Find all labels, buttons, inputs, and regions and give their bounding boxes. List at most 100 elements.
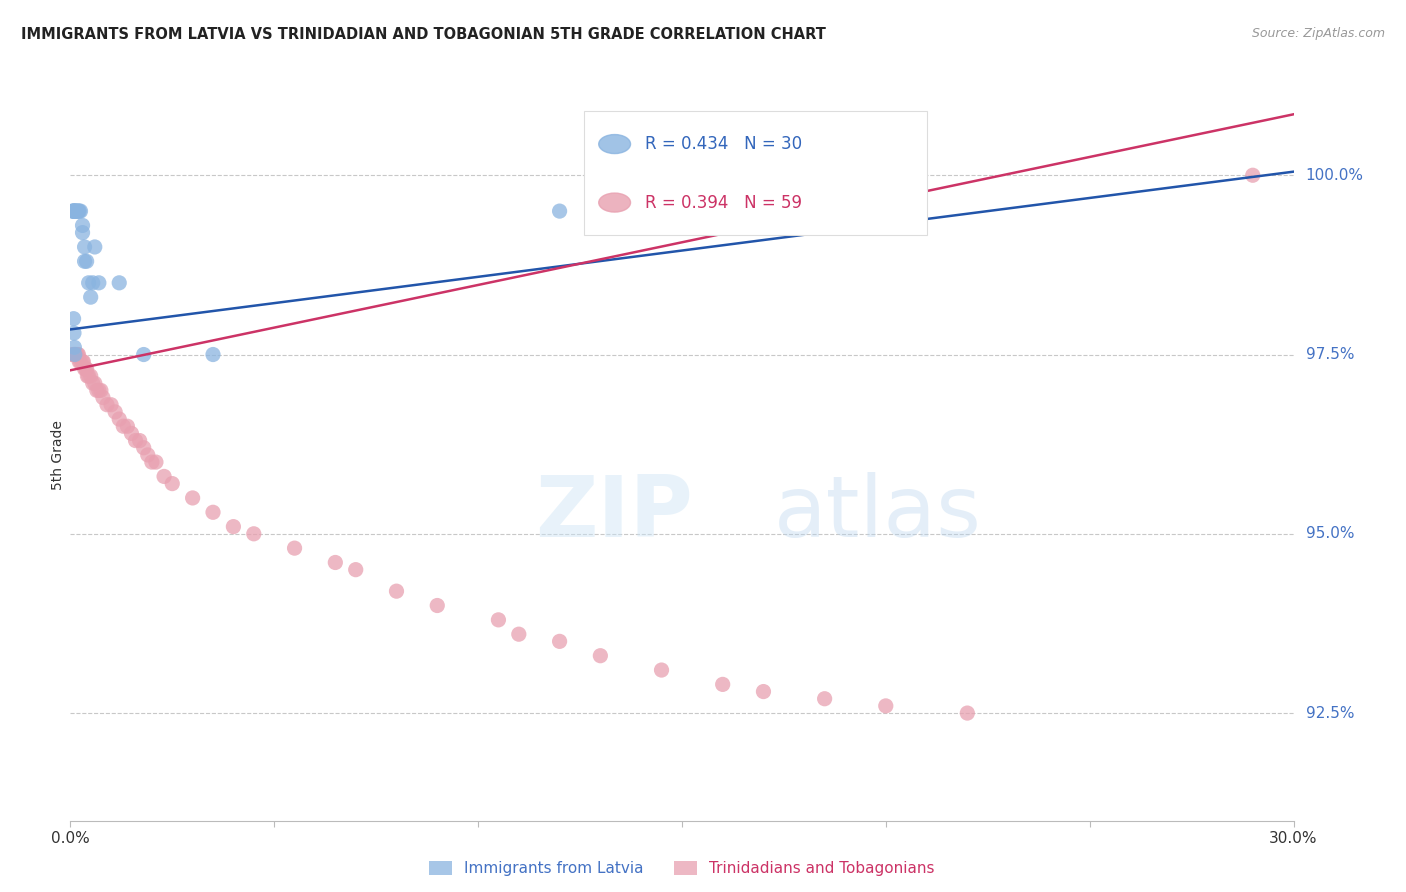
Text: IMMIGRANTS FROM LATVIA VS TRINIDADIAN AND TOBAGONIAN 5TH GRADE CORRELATION CHART: IMMIGRANTS FROM LATVIA VS TRINIDADIAN AN… (21, 27, 825, 42)
Point (63, 204, 86, 219)
Point (66, 204, 89, 219)
Point (956, 706, 979, 720)
Point (87, 276, 110, 290)
Point (65, 204, 87, 219)
Point (344, 563, 367, 577)
Point (141, 455, 163, 469)
Point (104, 405, 127, 419)
FancyBboxPatch shape (583, 112, 927, 235)
Point (72, 219, 94, 233)
Point (63, 204, 86, 219)
Point (875, 698, 897, 713)
Point (548, 634, 571, 648)
Point (91, 391, 114, 405)
Point (77, 369, 100, 384)
Text: R = 0.394   N = 59: R = 0.394 N = 59 (645, 194, 803, 211)
Point (108, 412, 131, 426)
Point (63, 347, 86, 361)
Text: 92.5%: 92.5% (1306, 706, 1354, 721)
Point (90, 384, 112, 398)
Point (63, 347, 86, 361)
Point (323, 556, 347, 570)
Point (96, 398, 118, 412)
Point (121, 426, 143, 441)
Point (181, 491, 204, 505)
Point (67, 204, 90, 219)
Point (63, 326, 86, 340)
Point (69, 204, 91, 219)
Circle shape (599, 193, 630, 212)
Point (65, 347, 87, 361)
Point (82, 276, 104, 290)
Point (73, 254, 96, 268)
Point (385, 584, 408, 599)
Point (426, 599, 449, 613)
Point (117, 419, 139, 434)
Point (87, 384, 110, 398)
Point (72, 354, 94, 368)
Point (79, 290, 103, 304)
Point (86, 384, 108, 398)
Point (72, 354, 94, 368)
Circle shape (599, 135, 630, 153)
Point (60, 204, 83, 219)
Point (62, 347, 84, 361)
Point (548, 204, 571, 219)
Point (82, 376, 104, 391)
Point (83, 240, 105, 254)
Point (77, 276, 100, 290)
Text: ZIP: ZIP (536, 472, 693, 555)
Point (711, 677, 734, 691)
Point (69, 354, 91, 368)
Point (508, 627, 530, 641)
Point (75, 362, 97, 376)
Point (76, 369, 98, 384)
Point (65, 204, 87, 219)
Point (222, 519, 245, 533)
Text: 95.0%: 95.0% (1306, 526, 1354, 541)
Point (162, 476, 183, 491)
Point (752, 684, 775, 698)
Text: 97.5%: 97.5% (1306, 347, 1354, 362)
Point (243, 526, 266, 541)
Point (202, 505, 225, 519)
Point (73, 240, 96, 254)
Point (60, 347, 83, 361)
Point (67, 347, 90, 361)
Point (67, 204, 90, 219)
Point (650, 663, 672, 677)
Point (488, 613, 510, 627)
Point (153, 469, 176, 483)
Point (83, 376, 105, 391)
Point (145, 455, 167, 469)
Point (100, 398, 122, 412)
Point (1241, 168, 1264, 182)
Text: 100.0%: 100.0% (1306, 168, 1364, 183)
Point (63, 204, 86, 219)
Point (62, 311, 84, 326)
Point (62, 204, 84, 219)
Point (76, 362, 98, 376)
Point (132, 347, 155, 361)
Y-axis label: 5th Grade: 5th Grade (51, 420, 65, 490)
Point (108, 276, 131, 290)
Point (136, 448, 159, 462)
Legend: Immigrants from Latvia, Trinidadians and Tobagonians: Immigrants from Latvia, Trinidadians and… (423, 855, 941, 882)
Point (62, 204, 84, 219)
Point (813, 691, 835, 706)
Point (76, 254, 98, 268)
Text: Source: ZipAtlas.com: Source: ZipAtlas.com (1251, 27, 1385, 40)
Text: R = 0.434   N = 30: R = 0.434 N = 30 (645, 135, 803, 153)
Point (63, 347, 86, 361)
Point (589, 648, 612, 663)
Point (128, 434, 150, 448)
Point (63, 340, 86, 354)
Point (72, 226, 94, 240)
Text: atlas: atlas (773, 472, 981, 555)
Point (202, 347, 225, 361)
Point (124, 434, 146, 448)
Point (284, 541, 307, 556)
Point (65, 347, 87, 361)
Point (132, 441, 155, 455)
Point (67, 354, 90, 368)
